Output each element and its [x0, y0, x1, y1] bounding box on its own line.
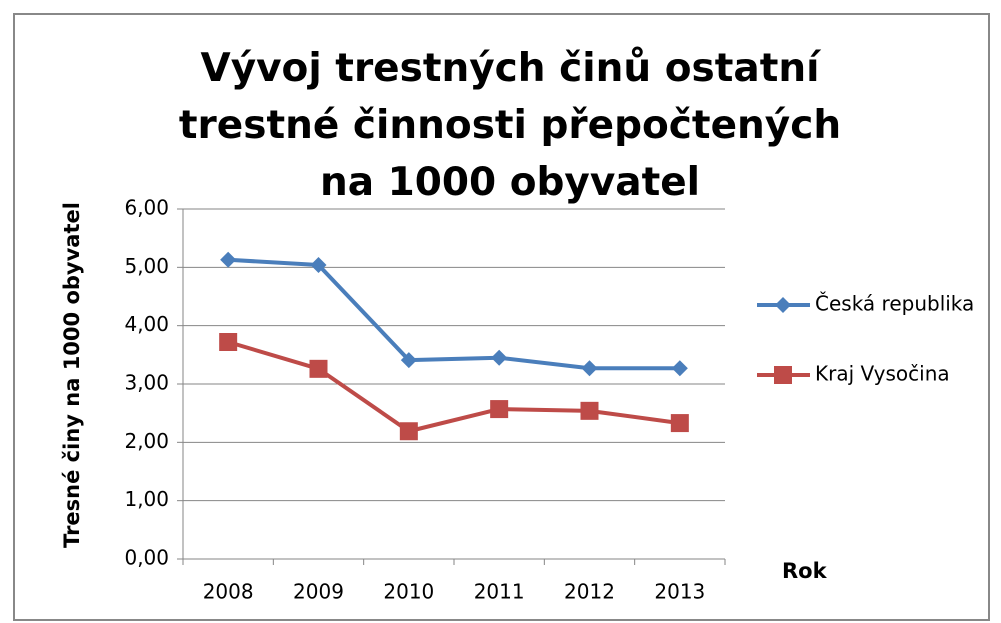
data-point — [670, 414, 689, 433]
y-axis-label: Tresné činy na 1000 obyvatel — [60, 202, 84, 548]
x-tick-label: 2008 — [203, 580, 254, 604]
series-line — [227, 340, 681, 434]
y-tick-label: 6,00 — [124, 196, 169, 220]
chart-frame — [13, 13, 990, 621]
data-point — [220, 251, 237, 268]
x-tick-label: 2013 — [654, 580, 705, 604]
x-tick-label: 2010 — [383, 580, 434, 604]
data-point — [490, 400, 509, 419]
data-point — [580, 401, 599, 420]
y-tick-label: 0,00 — [124, 546, 169, 570]
legend-marker — [775, 297, 791, 313]
legend-marker — [774, 366, 792, 384]
x-axis-label: Rok — [782, 559, 828, 583]
x-tick-label: 2009 — [293, 580, 344, 604]
data-point — [491, 349, 508, 366]
data-point — [671, 360, 688, 377]
legend-label: Česká republika — [815, 292, 974, 316]
x-tick-label: 2012 — [564, 580, 615, 604]
legend-label: Kraj Vysočina — [815, 362, 950, 386]
data-point — [399, 422, 418, 441]
y-tick-label: 1,00 — [124, 487, 169, 511]
data-point — [219, 333, 238, 351]
y-tick-label: 3,00 — [124, 371, 169, 395]
series-line — [228, 257, 680, 371]
data-point — [400, 352, 417, 369]
y-tick-label: 2,00 — [124, 429, 169, 453]
x-tick-label: 2011 — [474, 580, 525, 604]
data-point — [581, 360, 598, 377]
data-point — [309, 359, 328, 378]
data-point — [310, 257, 327, 273]
y-tick-label: 5,00 — [124, 254, 169, 278]
y-tick-label: 4,00 — [124, 312, 169, 336]
chart-title: Vývoj trestných činů ostatní trestné čin… — [178, 46, 842, 205]
